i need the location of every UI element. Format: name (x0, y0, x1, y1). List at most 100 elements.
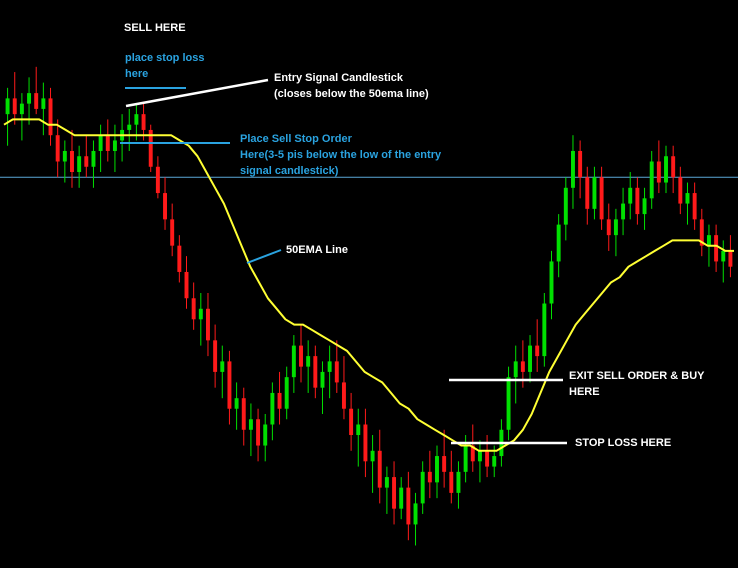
ema-line-label: 50EMA Line (286, 244, 348, 256)
candle (671, 145, 676, 194)
candle (5, 87, 10, 146)
candle (163, 177, 167, 230)
candle (413, 492, 418, 546)
candle-body (184, 271, 189, 299)
candle-body (392, 477, 397, 509)
candle (370, 435, 375, 493)
candle (477, 440, 482, 483)
candle (420, 461, 425, 514)
candle (599, 166, 604, 230)
candle-body (306, 356, 311, 367)
candle-body (127, 124, 132, 130)
candle-body (649, 161, 654, 199)
candle-body (334, 361, 339, 383)
candle-body (70, 150, 74, 173)
candle (649, 150, 654, 209)
candle-body (163, 193, 167, 220)
candle-body (413, 503, 418, 525)
candle-body (520, 361, 525, 372)
candle (170, 203, 175, 257)
candle (98, 124, 103, 173)
candle-body (213, 340, 218, 372)
candle-body (556, 224, 561, 262)
candle-body (477, 450, 482, 462)
candle (270, 382, 275, 441)
candle (549, 250, 554, 320)
candle (406, 471, 411, 541)
candle (692, 182, 697, 230)
candle-body (5, 98, 10, 115)
candle-body (141, 114, 146, 130)
candle-body (27, 93, 32, 104)
candle-body (706, 235, 711, 246)
candle (613, 208, 618, 257)
candle (148, 124, 153, 173)
candle-body (599, 177, 604, 220)
candle (592, 166, 597, 220)
candle (12, 72, 17, 125)
candle-body (155, 166, 160, 194)
candle (184, 256, 189, 309)
candle-body (435, 456, 439, 483)
candle (392, 461, 397, 525)
candle (571, 135, 575, 209)
candle (384, 466, 389, 514)
candle (306, 340, 311, 393)
candle-body (399, 487, 404, 509)
candle (327, 345, 332, 399)
candle-body (721, 250, 726, 262)
candle-body (621, 203, 626, 220)
candle (542, 293, 547, 367)
candle (213, 324, 218, 388)
candle (284, 366, 289, 420)
candle-body (642, 198, 647, 215)
candle (62, 140, 67, 183)
candle-body (420, 471, 425, 504)
candle (456, 461, 461, 509)
candle (191, 282, 196, 330)
candle-body (692, 193, 697, 220)
candle-body (449, 471, 454, 493)
candle-body (170, 219, 175, 246)
candle-body (291, 345, 296, 378)
candle-body (506, 377, 511, 430)
candle (377, 429, 382, 504)
candle (621, 187, 626, 236)
candle (277, 371, 282, 425)
candle-body (613, 219, 618, 236)
candle-body (34, 93, 39, 109)
candle (349, 392, 354, 451)
candle (198, 293, 203, 346)
candle-body (427, 471, 432, 483)
candle (363, 408, 368, 478)
candle (721, 240, 726, 283)
candle (34, 66, 39, 115)
candle (112, 124, 117, 173)
sell-here-label: SELL HERE (124, 22, 186, 34)
candle (91, 140, 96, 188)
candle (248, 403, 253, 457)
candle (606, 203, 611, 251)
candle (642, 187, 647, 230)
candle-body (628, 187, 633, 204)
candle-body (112, 140, 117, 151)
candle-body (177, 245, 182, 272)
candle (155, 156, 160, 199)
candle-body (513, 361, 518, 378)
candle-body (41, 98, 46, 109)
candle-body (363, 424, 368, 462)
candle (656, 140, 661, 194)
candle (535, 319, 540, 372)
candle (728, 235, 733, 278)
candle (263, 413, 268, 462)
candle-body (191, 298, 196, 320)
candle (678, 166, 683, 215)
candle (227, 350, 232, 425)
candle-body (12, 98, 17, 115)
candle-body (728, 250, 733, 267)
candle (256, 408, 261, 462)
candle-body (220, 361, 225, 372)
candle-body (463, 445, 468, 472)
candle-body (406, 487, 411, 525)
entry-signal-pointer (125, 78, 269, 108)
